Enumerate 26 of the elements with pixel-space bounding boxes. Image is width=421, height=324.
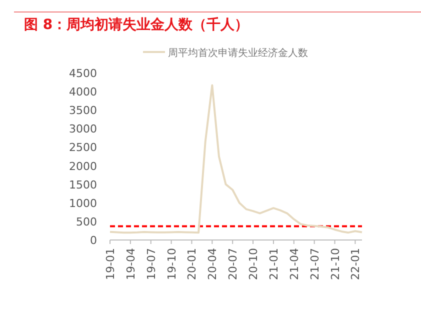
x-tick-label: 19-10	[165, 248, 178, 280]
x-tick-label: 21-10	[328, 248, 342, 280]
line-series	[109, 84, 363, 234]
x-tick-label: 20-04	[206, 248, 220, 280]
x-tick-label: 21-07	[308, 248, 322, 280]
y-tick-label: 4500	[69, 67, 97, 80]
y-tick-label: 500	[76, 215, 97, 228]
x-tick-label: 20-10	[247, 248, 260, 280]
x-tick-label: 19-07	[144, 248, 158, 280]
legend-label: 周平均首次申请失业经济金人数	[168, 47, 308, 59]
y-tick-label: 3500	[69, 104, 97, 118]
x-tick-label: 21-01	[267, 248, 280, 280]
y-tick-label: 1500	[69, 178, 97, 192]
x-tick-label: 20-01	[186, 248, 199, 280]
y-tick-label: 4000	[69, 86, 97, 99]
chart-title: 图 8：周均初请失业金人数（千人）	[24, 16, 249, 33]
x-tick-label: 19-01	[104, 248, 117, 280]
y-tick-label: 2000	[69, 160, 97, 173]
x-tick-label: 19-04	[124, 248, 138, 280]
x-tick-label: 20-07	[226, 248, 240, 280]
x-tick-label: 21-04	[288, 248, 301, 280]
y-tick-label: 0	[90, 234, 97, 247]
y-tick-label: 3000	[69, 122, 97, 136]
x-tick-label: 22-01	[349, 248, 362, 280]
y-tick-label: 1000	[69, 196, 97, 210]
y-tick-label: 2500	[69, 141, 97, 154]
